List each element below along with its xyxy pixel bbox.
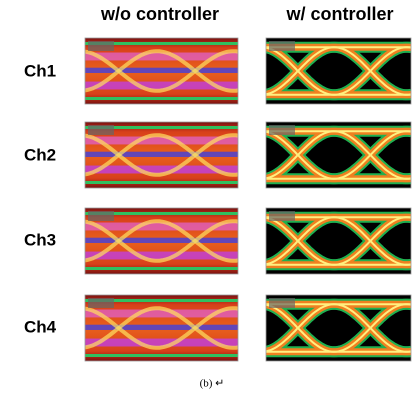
row-label: Ch1 bbox=[24, 61, 56, 80]
info-box bbox=[269, 298, 295, 308]
band bbox=[85, 324, 238, 330]
row-label: Ch2 bbox=[24, 145, 56, 164]
band bbox=[85, 222, 238, 231]
trace bbox=[85, 49, 238, 93]
edge bbox=[85, 126, 238, 129]
eye-diagram bbox=[85, 295, 238, 361]
info-box bbox=[88, 298, 114, 308]
band bbox=[85, 151, 238, 157]
trace bbox=[85, 49, 238, 93]
trace bbox=[266, 130, 411, 180]
trace bbox=[266, 216, 411, 266]
info-box bbox=[269, 211, 295, 221]
band bbox=[85, 251, 238, 260]
row-label: Ch3 bbox=[24, 230, 56, 249]
row-label: Ch4 bbox=[24, 317, 57, 336]
panel-frame bbox=[265, 37, 412, 105]
trace bbox=[266, 303, 411, 353]
panel-frame bbox=[265, 294, 412, 362]
edge bbox=[85, 181, 238, 184]
band bbox=[85, 309, 238, 318]
band bbox=[85, 67, 238, 73]
panel-frame bbox=[265, 207, 412, 275]
band bbox=[85, 136, 238, 145]
trace bbox=[266, 46, 411, 96]
band bbox=[85, 237, 238, 243]
trace bbox=[85, 219, 238, 263]
edge bbox=[85, 267, 238, 270]
column-header: w/ controller bbox=[285, 4, 393, 24]
edge bbox=[85, 354, 238, 357]
info-box bbox=[88, 41, 114, 51]
edge bbox=[85, 212, 238, 215]
panel-frame bbox=[84, 37, 239, 105]
panel-frame bbox=[84, 121, 239, 189]
trace bbox=[85, 306, 238, 350]
edge bbox=[85, 299, 238, 302]
caption: (b) ↵ bbox=[200, 378, 225, 390]
eye-diagram bbox=[85, 208, 238, 274]
band bbox=[85, 338, 238, 347]
panel-frame bbox=[84, 294, 239, 362]
info-box bbox=[269, 41, 295, 51]
trace bbox=[266, 303, 411, 353]
band bbox=[85, 52, 238, 61]
eye-diagram bbox=[266, 295, 411, 361]
info-box bbox=[269, 125, 295, 135]
column-header: w/o controller bbox=[100, 4, 219, 24]
edge bbox=[85, 97, 238, 100]
trace bbox=[266, 130, 411, 180]
panel-frame bbox=[265, 121, 412, 189]
info-box bbox=[88, 211, 114, 221]
info-box bbox=[88, 125, 114, 135]
eye-diagram bbox=[85, 122, 238, 188]
trace bbox=[85, 306, 238, 350]
band bbox=[85, 165, 238, 174]
trace bbox=[85, 133, 238, 177]
trace bbox=[266, 46, 411, 96]
eye-diagram bbox=[85, 38, 238, 104]
panel-frame bbox=[84, 207, 239, 275]
trace bbox=[85, 133, 238, 177]
eye-diagram bbox=[266, 38, 411, 104]
eye-diagrams bbox=[84, 37, 412, 362]
trace bbox=[85, 219, 238, 263]
edge bbox=[85, 42, 238, 45]
trace bbox=[266, 216, 411, 266]
band bbox=[85, 81, 238, 90]
eye-diagram bbox=[266, 208, 411, 274]
eye-diagram bbox=[266, 122, 411, 188]
